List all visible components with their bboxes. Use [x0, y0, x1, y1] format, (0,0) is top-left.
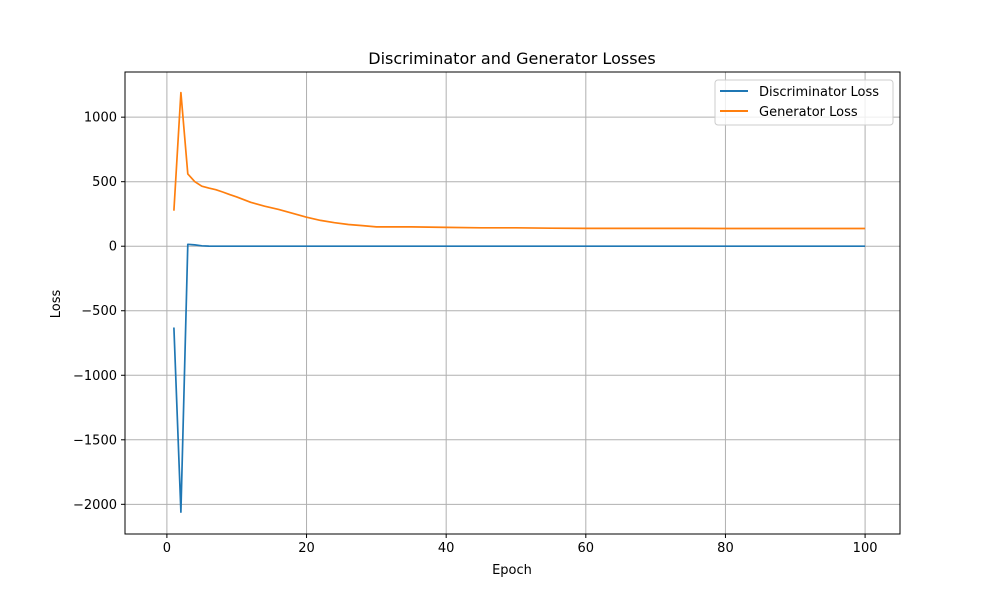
x-tick-label: 40 [438, 541, 455, 556]
y-axis-label: Loss [49, 290, 64, 319]
legend-label-discriminator: Discriminator Loss [759, 85, 879, 100]
y-tick-label: −1500 [73, 433, 117, 448]
chart-title: Discriminator and Generator Losses [368, 49, 655, 68]
y-tick-label: 0 [109, 240, 117, 255]
legend-box [714, 79, 894, 126]
y-tick-label: −1000 [73, 369, 117, 384]
y-tick-label: 500 [92, 175, 117, 190]
legend-label-generator: Generator Loss [759, 105, 858, 120]
x-tick-label: 60 [578, 541, 595, 556]
x-tick-label: 0 [163, 541, 171, 556]
x-axis-label: Epoch [492, 563, 532, 578]
series-line-discriminator-loss [173, 243, 866, 513]
legend: Discriminator Loss Generator Loss [714, 79, 894, 126]
y-tick-label: −2000 [73, 498, 117, 513]
series-layer [173, 91, 866, 513]
y-tick-label: 1000 [84, 111, 117, 126]
plot-frame [124, 71, 901, 535]
y-tick-label: −500 [81, 304, 117, 319]
tick-layer: 0 20 40 60 80 100 −2000 −1500 −1000 −500 0 500 1000 [73, 111, 877, 556]
x-tick-label: 20 [298, 541, 315, 556]
x-tick-label: 80 [717, 541, 734, 556]
series-line-generator-loss [173, 91, 866, 230]
x-tick-label: 100 [853, 541, 878, 556]
